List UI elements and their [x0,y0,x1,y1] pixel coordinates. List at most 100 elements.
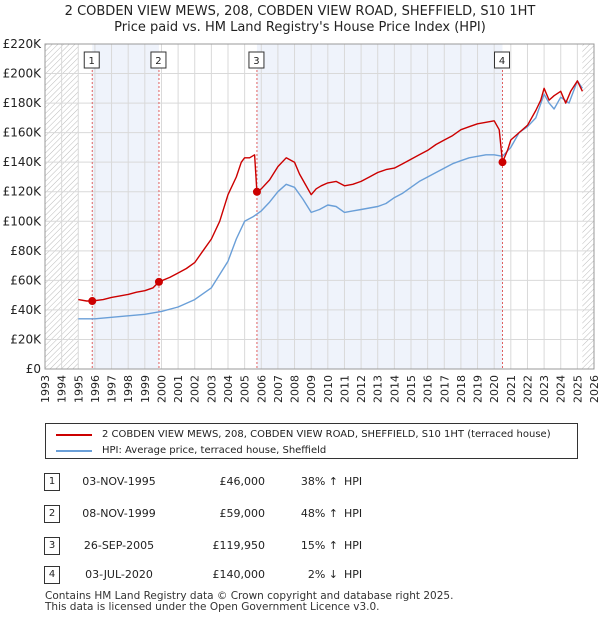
chart-subtitle: Price paid vs. HM Land Registry's House … [114,20,486,35]
x-tick-label: 1996 [89,375,102,403]
sale-point [154,277,163,286]
sale-marker-number: 1 [89,56,95,67]
sale-marker-box [83,51,100,69]
y-tick-label: £80K [10,244,42,258]
x-tick-label: 2002 [189,375,202,403]
transaction-date: 03-NOV-1995 [82,475,156,488]
transaction-marker: 1 [44,473,60,491]
y-tick-label: £160K [3,126,43,140]
x-tick-label: 2021 [505,375,518,403]
x-tick-label: 2022 [521,375,534,403]
y-tick-label: £100K [3,214,43,228]
x-tick-label: 2014 [388,375,401,403]
x-tick-label: 2018 [455,375,468,403]
transaction-pct: 15% ↑ [300,539,338,552]
sale-marker-box [494,51,510,69]
footer-licence: This data is licensed under the Open Gov… [45,601,380,613]
sale-point [252,187,261,196]
x-tick-label: 2003 [205,375,218,403]
sale-marker-label: 1 [83,51,100,69]
transaction-hpi: HPI [344,539,363,552]
transaction-date: 03-JUL-2020 [85,568,153,581]
x-tick-label: 2004 [222,375,235,403]
transaction-price: £59,000 [219,507,266,520]
y-tick-label: £220K [3,37,43,51]
sale-marker-label: 3 [248,51,265,69]
transaction-price: £140,000 [212,568,266,581]
x-tick-label: 2010 [322,375,335,403]
x-tick-label: 2023 [538,375,551,403]
sale-marker-box [248,51,265,69]
x-tick-label: 2011 [338,375,351,403]
transaction-pct: 2% ↓ [307,568,338,581]
legend-swatch-property [56,434,92,436]
x-tick-label: 2019 [472,375,485,403]
x-tick-label: 1998 [122,375,135,403]
x-tick-label: 2017 [438,375,451,403]
transaction-marker: 3 [44,537,60,555]
no-data-band-end [582,44,594,369]
footer-copyright: Contains HM Land Registry data © Crown c… [45,590,454,602]
x-tick-label: 2007 [272,375,285,403]
sale-marker-box [150,51,167,69]
x-tick-label: 2013 [372,375,385,403]
table-row: 3 26-SEP-2005 £119,950 15% ↑ HPI [0,537,600,557]
transaction-pct: 38% ↑ [300,475,338,488]
x-tick-label: 2008 [289,375,302,403]
x-tick-label: 2016 [422,375,435,403]
transaction-date: 26-SEP-2005 [83,539,155,552]
transaction-hpi: HPI [344,568,363,581]
x-tick-label: 1995 [72,375,85,403]
transaction-marker: 2 [44,505,60,523]
sale-point [498,158,507,167]
y-tick-label: £60K [10,273,42,287]
transaction-price: £46,000 [219,475,266,488]
x-tick-label: 1997 [106,375,119,403]
x-tick-label: 1999 [139,375,152,403]
y-tick-label: £40K [10,303,42,317]
price-chart: £0 £20K £40K £60K £80K £100K £120K £140K £160K £1… [3,37,600,403]
legend-swatch-hpi [56,450,92,452]
legend-label-property: 2 COBDEN VIEW MEWS, 208, COBDEN VIEW ROA… [102,429,551,440]
sale-marker-number: 2 [155,56,161,67]
legend-label-hpi: HPI: Average price, terraced house, Shef… [102,445,327,456]
property-series-line [78,80,584,302]
chart-legend: 2 COBDEN VIEW MEWS, 208, COBDEN VIEW ROA… [45,423,578,459]
table-row: 4 03-JUL-2020 £140,000 2% ↓ HPI [0,566,600,586]
transaction-hpi: HPI [344,507,363,520]
x-tick-label: 1993 [39,375,52,403]
transaction-price: £119,950 [212,539,266,552]
sale-marker-label: 4 [494,51,510,69]
y-tick-label: £0 [26,362,41,376]
table-row: 1 03-NOV-1995 £46,000 38% ↑ HPI [0,473,600,493]
transaction-pct: 48% ↑ [300,507,338,520]
x-tick-label: 2005 [239,375,252,403]
transaction-date: 08-NOV-1999 [82,507,156,520]
sale-marker-number: 3 [253,56,259,67]
x-tick-label: 2024 [555,375,568,403]
ownership-band [92,44,159,369]
x-tick-label: 2000 [155,375,168,403]
y-tick-label: £200K [3,67,43,81]
sale-marker-number: 4 [499,56,505,67]
x-tick-label: 2025 [571,375,584,403]
y-tick-label: £180K [3,96,43,110]
y-tick-label: £120K [3,185,43,199]
x-tick-label: 2020 [488,375,501,403]
x-tick-label: 2012 [355,375,368,403]
x-tick-label: 2001 [172,375,185,403]
x-tick-label: 2006 [255,375,268,403]
transaction-hpi: HPI [344,475,363,488]
chart-title: 2 COBDEN VIEW MEWS, 208, COBDEN VIEW ROA… [64,4,536,19]
x-tick-label: 2009 [305,375,318,403]
table-row: 2 08-NOV-1999 £59,000 48% ↑ HPI [0,505,600,525]
x-tick-label: 2026 [588,375,600,403]
x-tick-label: 1994 [56,375,69,403]
y-tick-label: £20K [10,332,42,346]
sale-marker-label: 2 [150,51,167,69]
plot-frame [44,43,595,370]
sale-point [88,297,97,306]
y-tick-label: £140K [3,155,43,169]
x-tick-label: 2015 [405,375,418,403]
transaction-marker: 4 [44,566,60,584]
